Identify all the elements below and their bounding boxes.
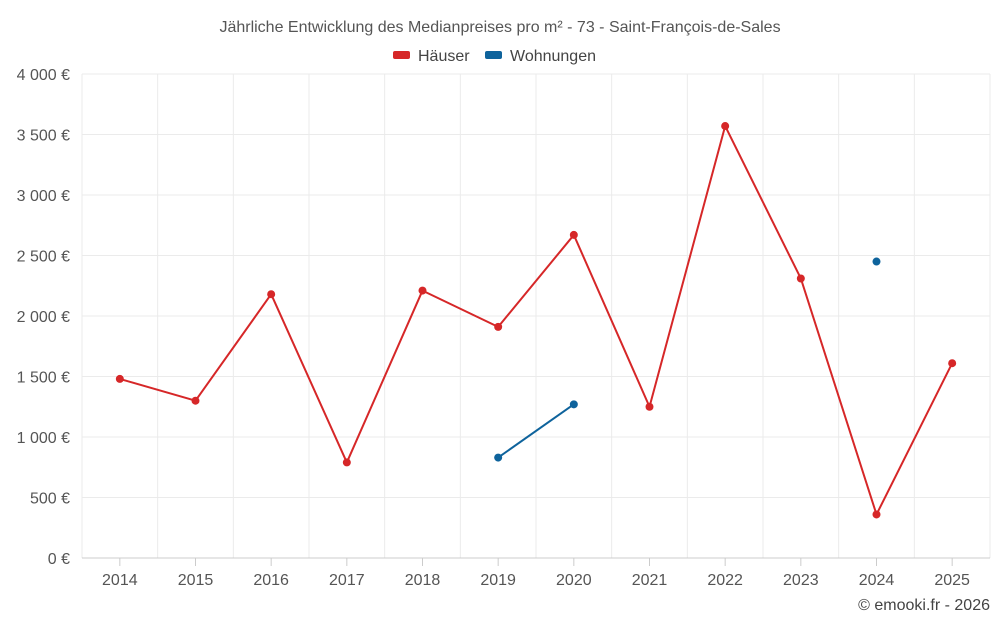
data-point-haeuser[interactable] bbox=[645, 402, 654, 411]
series-line-haeuser bbox=[119, 125, 954, 516]
x-tick-label: 2023 bbox=[783, 572, 819, 589]
series-line-wohnungen bbox=[497, 403, 575, 459]
data-point-wohnungen[interactable] bbox=[872, 257, 881, 266]
legend-label-haeuser: Häuser bbox=[418, 48, 470, 65]
x-axis: 2014 2015 2016 2017 2018 2019 2020 2021 2022 2023… bbox=[82, 557, 990, 589]
x-tick-label: 2024 bbox=[859, 572, 895, 589]
x-tick-label: 2019 bbox=[480, 572, 516, 589]
y-tick-label: 500 € bbox=[30, 491, 70, 508]
x-tick-label: 2014 bbox=[102, 572, 138, 589]
chart-title: Jährliche Entwicklung des Medianpreises … bbox=[219, 19, 780, 36]
x-tick-label: 2025 bbox=[934, 572, 970, 589]
y-tick-label: 1 000 € bbox=[17, 430, 70, 447]
y-tick-label: 0 € bbox=[48, 551, 70, 568]
data-point-haeuser[interactable] bbox=[418, 286, 427, 295]
legend-item-haeuser[interactable]: Häuser bbox=[393, 48, 470, 65]
y-tick-label: 2 000 € bbox=[17, 309, 70, 326]
y-axis: 0 € 500 € 1 000 € 1 500 € 2 000 € 2 500 € 3 00… bbox=[17, 67, 70, 568]
data-point-wohnungen[interactable] bbox=[494, 453, 503, 462]
legend-label-wohnungen: Wohnungen bbox=[510, 48, 596, 65]
y-tick-label: 4 000 € bbox=[17, 67, 70, 84]
legend: Häuser Wohnungen bbox=[393, 48, 596, 65]
credit: © emooki.fr - 2026 bbox=[858, 597, 990, 614]
data-point-haeuser[interactable] bbox=[342, 458, 351, 467]
x-tick-label: 2015 bbox=[178, 572, 214, 589]
series bbox=[115, 122, 957, 519]
legend-swatch-haeuser bbox=[393, 51, 410, 59]
data-point-haeuser[interactable] bbox=[721, 122, 730, 131]
x-tick-label: 2016 bbox=[253, 572, 289, 589]
legend-swatch-wohnungen bbox=[485, 51, 502, 59]
x-tick-label: 2017 bbox=[329, 572, 365, 589]
data-point-haeuser[interactable] bbox=[948, 359, 957, 368]
legend-item-wohnungen[interactable]: Wohnungen bbox=[485, 48, 596, 65]
data-point-haeuser[interactable] bbox=[872, 510, 881, 519]
x-tick-label: 2018 bbox=[405, 572, 441, 589]
y-tick-label: 2 500 € bbox=[17, 249, 70, 266]
data-point-haeuser[interactable] bbox=[569, 230, 578, 239]
y-tick-label: 3 500 € bbox=[17, 128, 70, 145]
data-point-haeuser[interactable] bbox=[796, 274, 805, 283]
x-tick-label: 2022 bbox=[707, 572, 743, 589]
data-point-haeuser[interactable] bbox=[191, 396, 200, 405]
x-tick-label: 2020 bbox=[556, 572, 592, 589]
x-tick-label: 2021 bbox=[632, 572, 668, 589]
data-point-haeuser[interactable] bbox=[494, 322, 503, 331]
series-haeuser bbox=[115, 122, 957, 519]
y-tick-label: 1 500 € bbox=[17, 370, 70, 387]
series-wohnungen bbox=[494, 257, 881, 462]
data-point-haeuser[interactable] bbox=[115, 374, 124, 383]
y-tick-label: 3 000 € bbox=[17, 188, 70, 205]
data-point-wohnungen[interactable] bbox=[569, 400, 578, 409]
data-point-haeuser[interactable] bbox=[267, 290, 276, 299]
grid bbox=[81, 73, 991, 558]
